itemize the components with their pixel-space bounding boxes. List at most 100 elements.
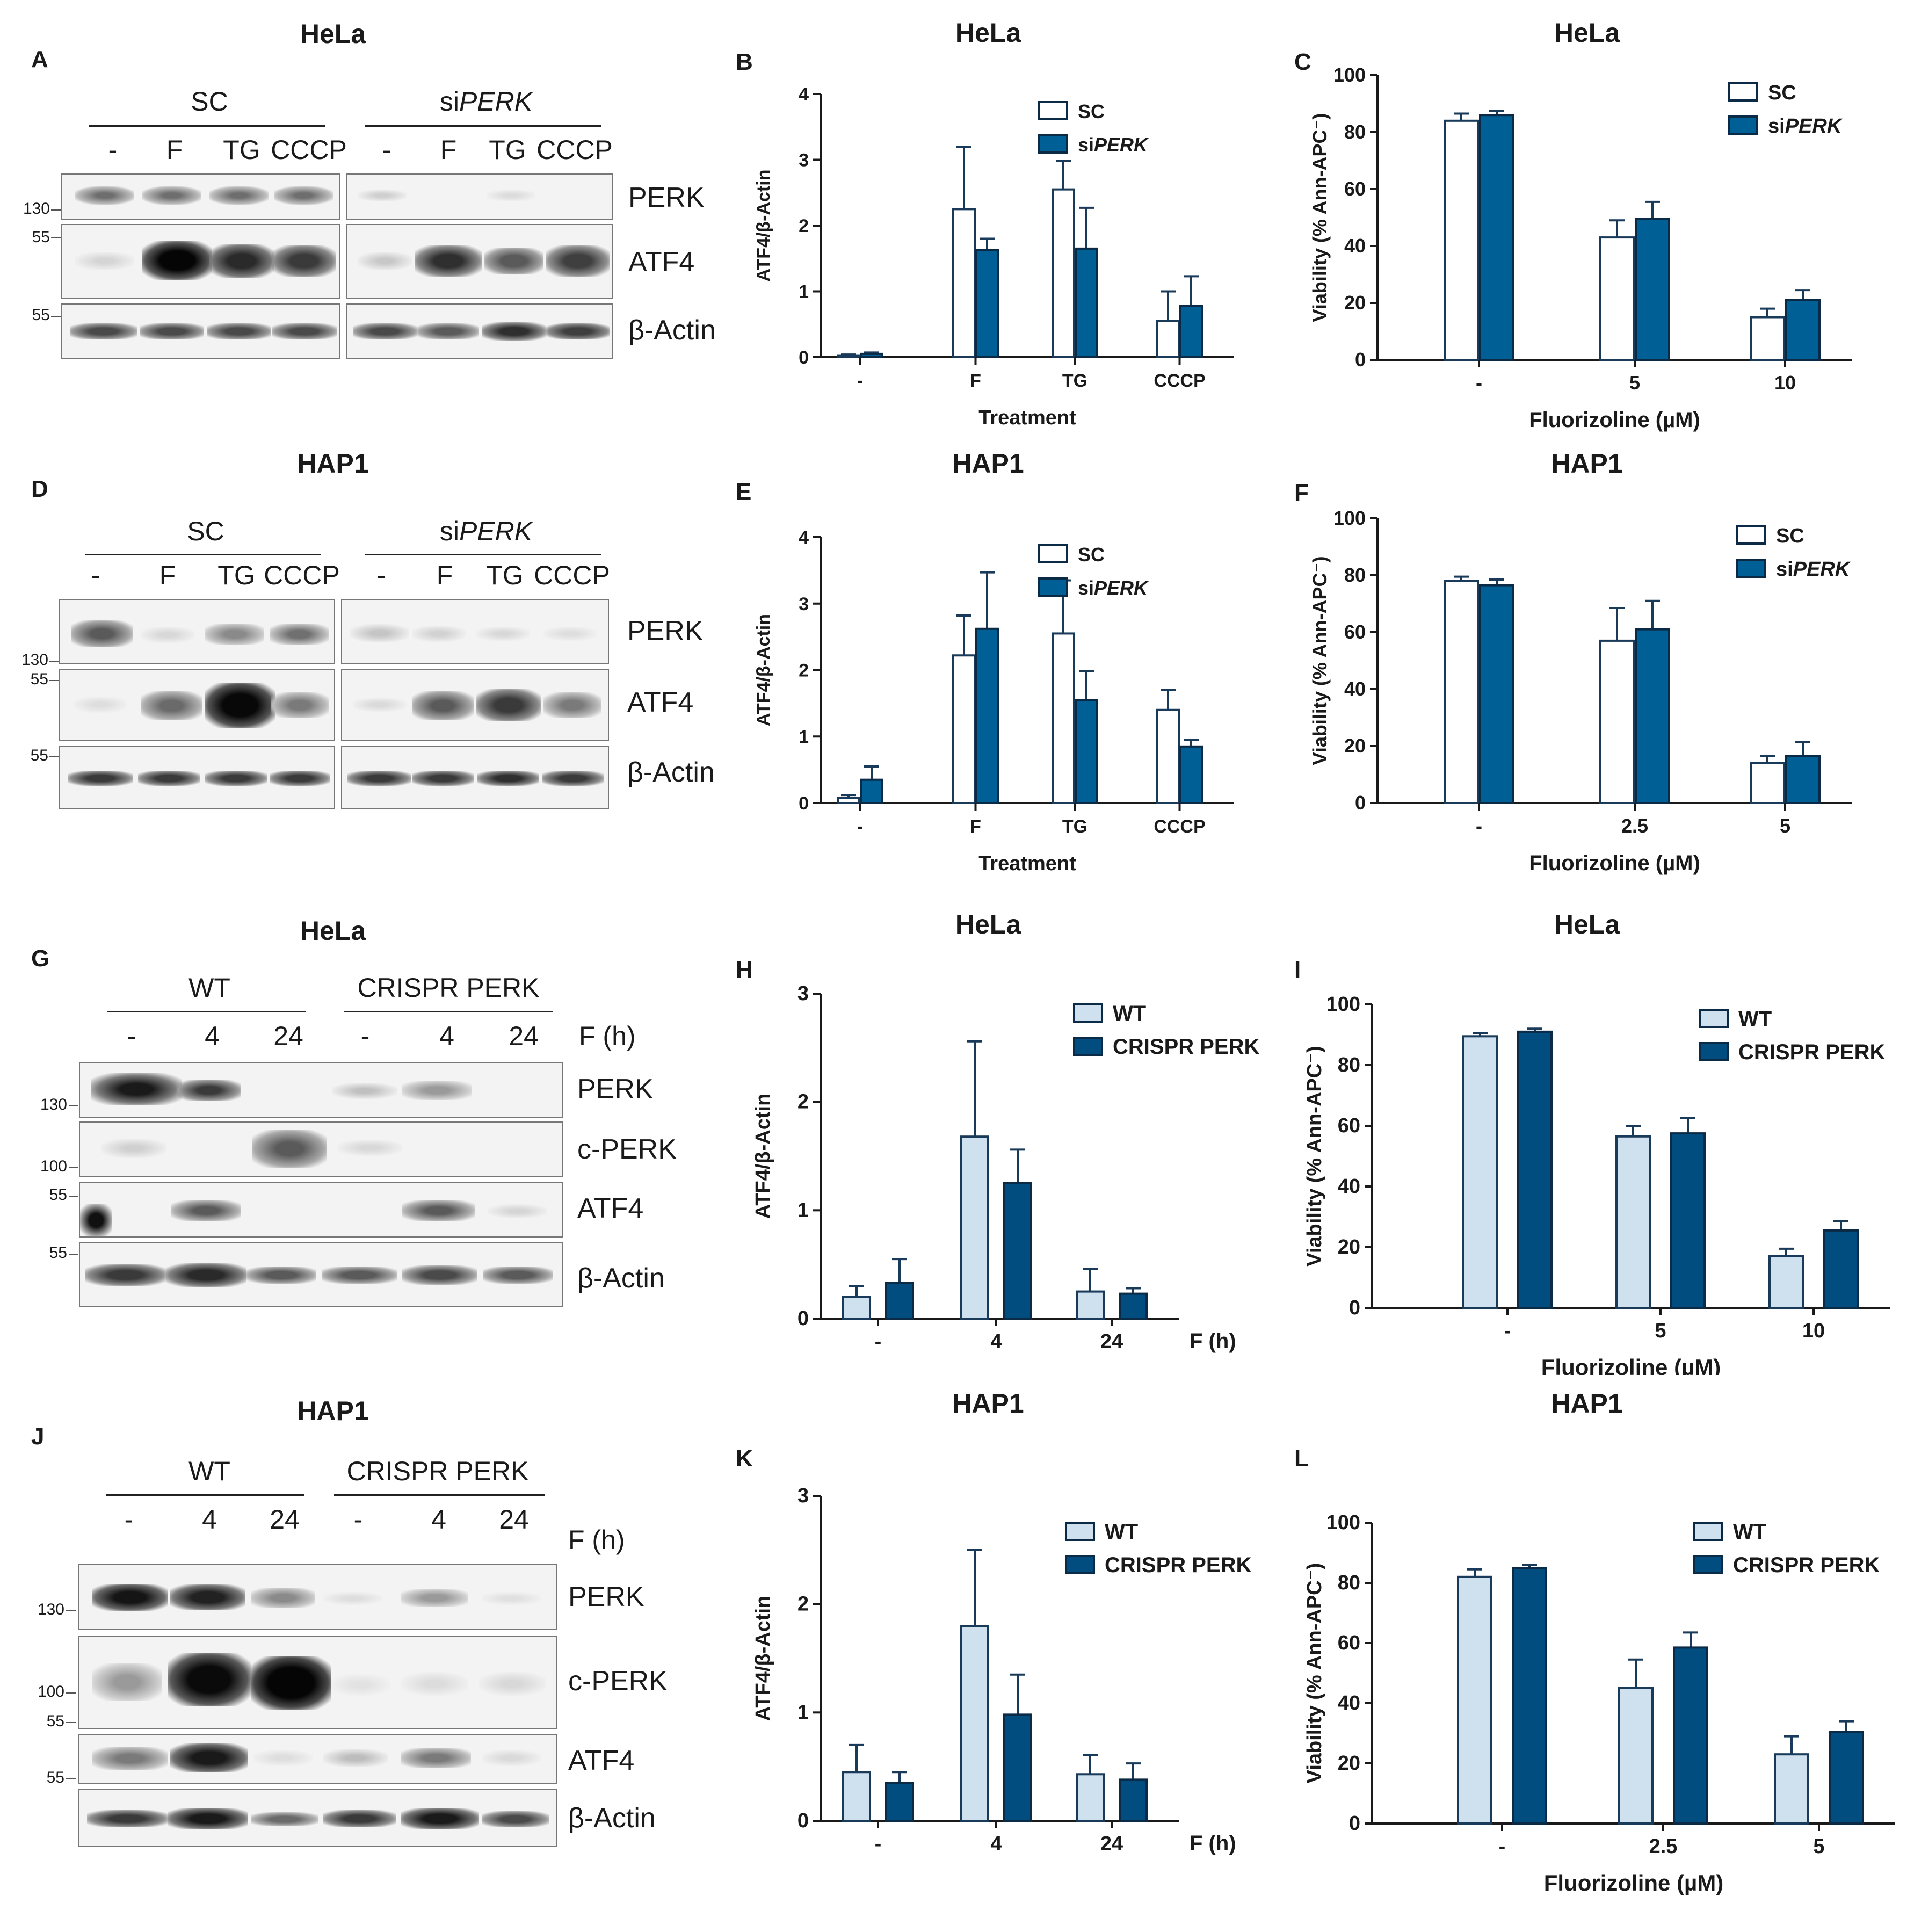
x-tick-label: F — [970, 371, 981, 391]
lane-label: 24 — [509, 1021, 539, 1051]
bar — [1635, 628, 1670, 804]
group-label-crispr: CRISPR PERK — [346, 1456, 529, 1486]
mw-tick — [66, 1692, 76, 1694]
blot-panel-J: J HAP1 WT CRISPR PERK - 4 24 - 4 24 F (h… — [0, 1375, 730, 1847]
bar — [952, 208, 976, 358]
protein-label: β-Actin — [577, 1263, 665, 1294]
y-tick-label: 1 — [797, 1199, 809, 1221]
y-tick-label: 100 — [1333, 507, 1366, 529]
y-tick-label: 20 — [1338, 1752, 1360, 1775]
bar — [1119, 1778, 1148, 1822]
lane-label: F — [166, 135, 183, 165]
lane-label: F — [159, 560, 176, 590]
legend-label: CRISPR PERK — [1105, 1553, 1251, 1577]
chart-title: HeLa — [955, 18, 1021, 48]
mw-tick — [69, 1167, 78, 1168]
y-tick-label: 40 — [1344, 678, 1366, 700]
y-tick-label: 1 — [799, 727, 809, 747]
bar — [1052, 188, 1075, 358]
x-tick-label: - — [875, 1330, 882, 1353]
x-axis-label: Treatment — [978, 852, 1076, 875]
legend-label: WT — [1105, 1520, 1138, 1544]
legend-swatch — [1065, 1522, 1095, 1541]
panel-title: HAP1 — [297, 1396, 369, 1426]
time-axis-label: F (h) — [579, 1021, 636, 1051]
bar — [1517, 1030, 1553, 1309]
bar — [1075, 699, 1098, 804]
protein-label: ATF4 — [577, 1193, 644, 1224]
bar — [1156, 708, 1180, 804]
y-axis-label: ATF4/β-Actin — [752, 1094, 774, 1219]
x-tick-label: 24 — [1100, 1833, 1123, 1855]
panel-letter: I — [1294, 957, 1301, 983]
x-tick-label: 5 — [1629, 372, 1640, 394]
y-tick-label: 40 — [1338, 1175, 1360, 1198]
group-label-siperk: siPERK — [439, 86, 533, 117]
legend-label: siPERK — [1078, 134, 1149, 156]
bar — [1003, 1713, 1032, 1822]
protein-label: β-Actin — [568, 1803, 656, 1834]
x-tick-label: - — [857, 816, 863, 837]
y-tick-label: 60 — [1338, 1115, 1360, 1137]
bar — [1462, 1035, 1498, 1309]
mw-marker: 130 — [21, 651, 48, 669]
x-tick-label: F — [970, 816, 981, 837]
x-tick-label: - — [1499, 1835, 1506, 1858]
y-tick-label: 20 — [1344, 735, 1366, 757]
mw-marker: 55 — [30, 747, 48, 764]
y-axis-label: Viability (% Ann-APC⁻) — [1303, 1563, 1326, 1784]
chart-panel-C: HeLa C 0 20 40 60 80 100 Viability (% Ann-APC⁻) -… — [1294, 18, 1852, 432]
legend-swatch — [1038, 577, 1068, 597]
y-tick-label: 0 — [1349, 1812, 1360, 1835]
legend-label: siPERK — [1078, 577, 1149, 599]
x-axis-label: Fluorizoline (µM) — [1544, 1870, 1723, 1895]
blot-strip-actin — [59, 746, 335, 809]
chart-panel-H: HeLa H 0 1 2 3 ATF4/β-Actin - 4 24 F (h) WT CRISPR P… — [736, 909, 1259, 1353]
panel-letter: A — [31, 46, 48, 73]
lane-label: - — [360, 1021, 370, 1051]
y-tick-label: 0 — [1355, 792, 1366, 814]
x-tick-label: CCCP — [1154, 371, 1205, 391]
x-tick-label: TG — [1062, 371, 1087, 391]
bar — [1119, 1292, 1148, 1320]
panel-title: HeLa — [300, 916, 366, 946]
mw-tick — [69, 1105, 78, 1106]
bar — [1444, 580, 1479, 804]
x-axis-label: F (h) — [1190, 1329, 1236, 1353]
legend-label: CRISPR PERK — [1733, 1553, 1880, 1577]
mw-marker: 100 — [40, 1157, 67, 1175]
time-axis-label: F (h) — [568, 1525, 625, 1555]
y-axis-label: ATF4/β-Actin — [752, 1596, 774, 1721]
panel-title: HeLa — [300, 19, 366, 49]
bar — [1444, 119, 1479, 361]
lane-label: F — [436, 560, 453, 590]
x-tick-label: 4 — [990, 1330, 1002, 1353]
panel-letter: B — [736, 49, 753, 75]
y-axis-label: Viability (% Ann-APC⁻) — [1309, 113, 1331, 322]
bar — [842, 1771, 871, 1822]
y-axis-label: Viability (% Ann-APC⁻) — [1309, 556, 1331, 765]
chart-panel-E: HAP1 E 0 1 2 3 4 ATF4/β-Actin - F TG CCCP Treatment S… — [736, 448, 1234, 875]
blot-strip-actin — [61, 303, 340, 359]
bar — [1670, 1132, 1706, 1309]
x-axis-label: Fluorizoline (µM) — [1529, 851, 1700, 875]
x-tick-label: - — [857, 371, 863, 391]
y-tick-label: 2 — [797, 1091, 809, 1113]
lane-label: 4 — [439, 1021, 454, 1051]
legend-swatch — [1693, 1522, 1723, 1541]
chart-title: HAP1 — [952, 1388, 1024, 1419]
y-tick-label: 20 — [1338, 1236, 1360, 1258]
x-tick-label: 5 — [1655, 1320, 1666, 1342]
panel-letter: D — [31, 476, 48, 502]
legend-swatch — [1038, 134, 1068, 154]
lane-label: 24 — [499, 1504, 529, 1535]
blot-strip-actin — [78, 1789, 557, 1847]
x-tick-label: - — [1476, 372, 1482, 394]
y-tick-label: 0 — [799, 348, 809, 368]
chart-title: HeLa — [955, 909, 1021, 939]
panel-letter: E — [736, 479, 751, 505]
blot-strip-perk — [59, 599, 335, 664]
blot-strip-atf4 — [341, 669, 609, 741]
group-label-sc: SC — [191, 86, 228, 117]
bar — [1829, 1731, 1864, 1825]
